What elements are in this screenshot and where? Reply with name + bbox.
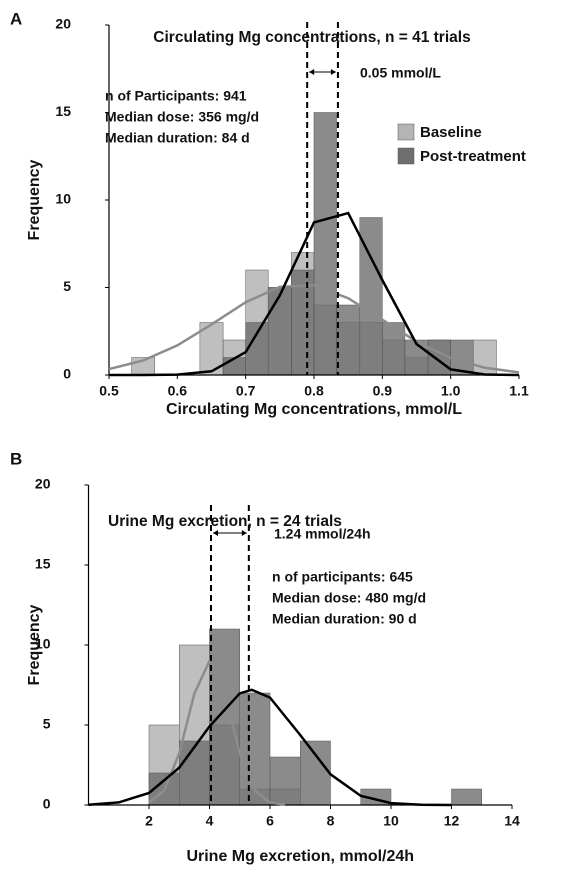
y-tick-label: 20 bbox=[35, 476, 51, 492]
annotation: n of participants: 645 bbox=[272, 569, 413, 585]
fit-curve bbox=[148, 658, 286, 806]
histogram-bar bbox=[222, 357, 246, 376]
x-tick-label: 0.7 bbox=[236, 383, 256, 399]
histogram-bar bbox=[179, 740, 210, 806]
x-tick-label: 1.0 bbox=[441, 383, 461, 399]
y-axis-label: Frequency bbox=[26, 159, 43, 240]
legend-label: Baseline bbox=[420, 124, 482, 141]
x-tick-label: 1.1 bbox=[509, 383, 529, 399]
histogram-bar bbox=[382, 322, 406, 376]
x-axis-label: Urine Mg excretion, mmol/24h bbox=[186, 848, 414, 865]
legend-swatch bbox=[397, 147, 415, 165]
fit-curve bbox=[108, 283, 520, 374]
x-tick-label: 12 bbox=[444, 813, 460, 829]
x-tick-label: 0.6 bbox=[168, 383, 188, 399]
x-tick-label: 14 bbox=[504, 813, 520, 829]
x-tick-label: 0.5 bbox=[99, 383, 119, 399]
x-tick-label: 8 bbox=[327, 813, 335, 829]
y-tick-label: 0 bbox=[43, 796, 51, 812]
annotation: n of Participants: 941 bbox=[105, 88, 247, 104]
y-tick-label: 0 bbox=[63, 366, 71, 382]
y-tick-label: 5 bbox=[43, 716, 51, 732]
y-tick-label: 20 bbox=[55, 16, 71, 32]
x-tick-label: 4 bbox=[206, 813, 214, 829]
chart-title: Circulating Mg concentrations, n = 41 tr… bbox=[153, 29, 470, 46]
x-tick-label: 10 bbox=[383, 813, 399, 829]
x-tick-label: 2 bbox=[145, 813, 153, 829]
histogram-bar bbox=[267, 287, 292, 376]
annotation: Median dose: 356 mg/d bbox=[105, 109, 259, 125]
histogram-bar bbox=[209, 628, 240, 806]
y-tick-label: 15 bbox=[55, 103, 71, 119]
difference-label: 0.05 mmol/L bbox=[360, 65, 441, 81]
histogram-bar bbox=[336, 304, 361, 376]
y-tick-label: 15 bbox=[35, 556, 51, 572]
annotation: Median duration: 84 d bbox=[105, 130, 250, 146]
fit-curve bbox=[88, 688, 452, 807]
x-tick-label: 6 bbox=[266, 813, 274, 829]
panel-label: B bbox=[10, 449, 22, 468]
fit-curve bbox=[109, 211, 520, 377]
legend-label: Post-treatment bbox=[420, 148, 526, 165]
annotation: Median dose: 480 mg/d bbox=[272, 590, 426, 606]
y-tick-label: 10 bbox=[55, 191, 71, 207]
x-axis-label: Circulating Mg concentrations, mmol/L bbox=[166, 401, 462, 418]
difference-label: 1.24 mmol/24h bbox=[274, 526, 371, 542]
histogram-bar bbox=[313, 112, 337, 376]
histogram-bar bbox=[239, 692, 271, 806]
histogram-bar bbox=[269, 756, 301, 806]
y-axis-label: Frequency bbox=[26, 604, 43, 685]
histogram-bar bbox=[300, 740, 331, 806]
panel-label: A bbox=[10, 9, 22, 28]
chart-title: Urine Mg excretion, n = 24 trials bbox=[108, 513, 342, 530]
legend-swatch bbox=[397, 123, 415, 141]
annotation: Median duration: 90 d bbox=[272, 611, 417, 627]
x-tick-label: 0.9 bbox=[373, 383, 393, 399]
y-tick-label: 5 bbox=[63, 278, 71, 294]
histogram-bar bbox=[451, 788, 482, 806]
y-tick-label: 10 bbox=[35, 636, 51, 652]
x-tick-label: 0.8 bbox=[304, 383, 324, 399]
